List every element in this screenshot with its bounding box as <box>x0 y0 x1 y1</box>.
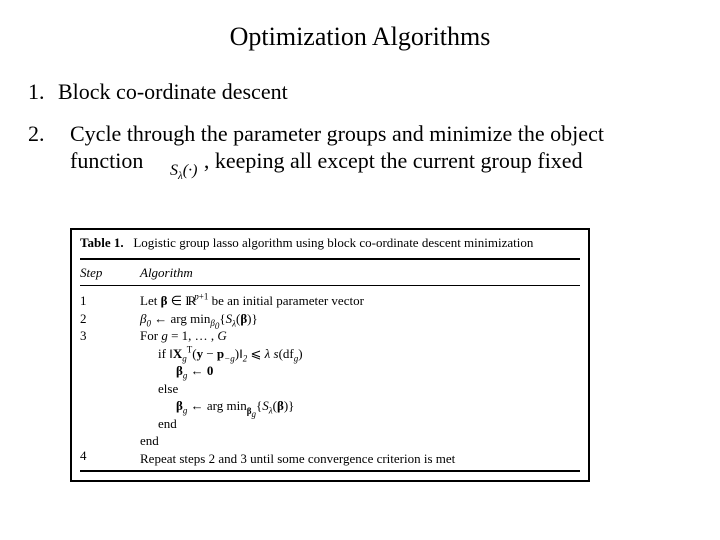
table-header: Step Algorithm <box>80 262 580 284</box>
math-sub: λ <box>178 170 183 182</box>
step-num <box>80 345 140 362</box>
algorithm-line: βg ← arg minβg{Sλ(β)} <box>140 397 580 415</box>
table-body: 1 2 3 4 Let β ∈ IRp+1 be an initial para… <box>80 288 580 467</box>
algorithm-line: else <box>140 380 580 398</box>
step-num <box>80 396 140 413</box>
step-number-column: 1 2 3 4 <box>80 292 140 467</box>
numbered-list: 1. Block co-ordinate descent 2. Cycle th… <box>28 78 690 189</box>
math-S: S <box>170 162 178 179</box>
table-label: Table 1. <box>80 235 124 250</box>
col-step-header: Step <box>80 264 140 282</box>
step-num: 2 <box>80 310 140 328</box>
inline-formula: Sλ(·) <box>170 162 197 180</box>
col-algorithm-header: Algorithm <box>140 264 580 282</box>
slide-title: Optimization Algorithms <box>0 22 720 52</box>
algorithm-line: end <box>140 415 580 433</box>
algorithm-line: if ‖XgT(y − p−g)‖2 ⩽ λ s(dfg) <box>140 345 580 363</box>
list-text: Block co-ordinate descent <box>58 78 690 106</box>
list-number: 1. <box>28 78 58 106</box>
step-num <box>80 362 140 379</box>
math-arg: (·) <box>183 162 198 179</box>
list-text: Cycle through the parameter groups and m… <box>70 120 690 175</box>
table-rule-bottom <box>80 470 580 472</box>
algorithm-line: Let β ∈ IRp+1 be an initial parameter ve… <box>140 292 580 310</box>
step-num: 3 <box>80 327 140 345</box>
table-caption: Table 1. Logistic group lasso algorithm … <box>80 234 580 252</box>
algorithm-line: For g = 1, … , G <box>140 327 580 345</box>
step-num <box>80 430 140 447</box>
text-after: , keeping all except the current group f… <box>204 148 583 173</box>
algorithm-line: Repeat steps 2 and 3 until some converge… <box>140 450 580 468</box>
list-number: 2. <box>28 120 58 175</box>
list-item-1: 1. Block co-ordinate descent <box>28 78 690 106</box>
table-rule-top <box>80 258 580 260</box>
step-num: 4 <box>80 447 140 465</box>
list-item-2: 2. Cycle through the parameter groups an… <box>28 120 690 175</box>
step-num <box>80 379 140 396</box>
algorithm-line: β0 ← arg minβ0{Sλ(β)} <box>140 310 580 328</box>
slide: Optimization Algorithms 1. Block co-ordi… <box>0 0 720 540</box>
table-rule-mid <box>80 285 580 286</box>
algorithm-line: βg ← 0 <box>140 362 580 380</box>
step-num <box>80 413 140 430</box>
table-caption-text: Logistic group lasso algorithm using blo… <box>133 235 533 250</box>
step-num: 1 <box>80 292 140 310</box>
algorithm-column: Let β ∈ IRp+1 be an initial parameter ve… <box>140 292 580 467</box>
algorithm-table: Table 1. Logistic group lasso algorithm … <box>70 228 590 482</box>
algorithm-line: end <box>140 432 580 450</box>
